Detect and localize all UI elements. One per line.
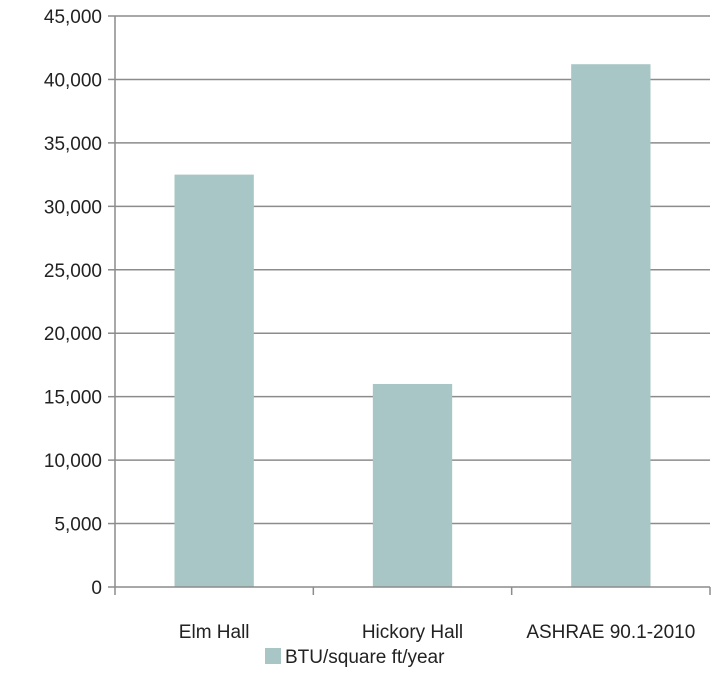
- y-tick-label: 20,000: [44, 324, 102, 345]
- y-tick-label: 25,000: [44, 261, 102, 282]
- category-label: Elm Hall: [179, 622, 250, 643]
- bar-ashrae-90-1-2010: [571, 64, 651, 588]
- y-tick-label: 15,000: [44, 388, 102, 409]
- legend-swatch: [265, 648, 281, 664]
- y-tick-label: 30,000: [44, 197, 102, 218]
- legend: BTU/square ft/year: [265, 647, 445, 668]
- category-label: Hickory Hall: [362, 622, 463, 643]
- category-labels: Elm Hall Hickory Hall ASHRAE 90.1-2010: [179, 622, 696, 643]
- y-tick-label: 5,000: [54, 515, 102, 536]
- category-label: ASHRAE 90.1-2010: [526, 622, 695, 643]
- y-tick-label: 10,000: [44, 451, 102, 472]
- y-tick-label: 35,000: [44, 134, 102, 155]
- y-tick-label: 0: [91, 578, 102, 599]
- bars: [174, 64, 651, 588]
- axes: [114, 16, 711, 595]
- bar-elm-hall: [174, 174, 254, 587]
- y-tick-label: 45,000: [44, 7, 102, 28]
- y-tick-labels: 0 5,000 10,000 15,000 20,000 25,000 30,000 35,0…: [44, 7, 102, 599]
- legend-label: BTU/square ft/year: [285, 647, 445, 668]
- y-tick-label: 40,000: [44, 70, 102, 91]
- bar-hickory-hall: [372, 383, 453, 587]
